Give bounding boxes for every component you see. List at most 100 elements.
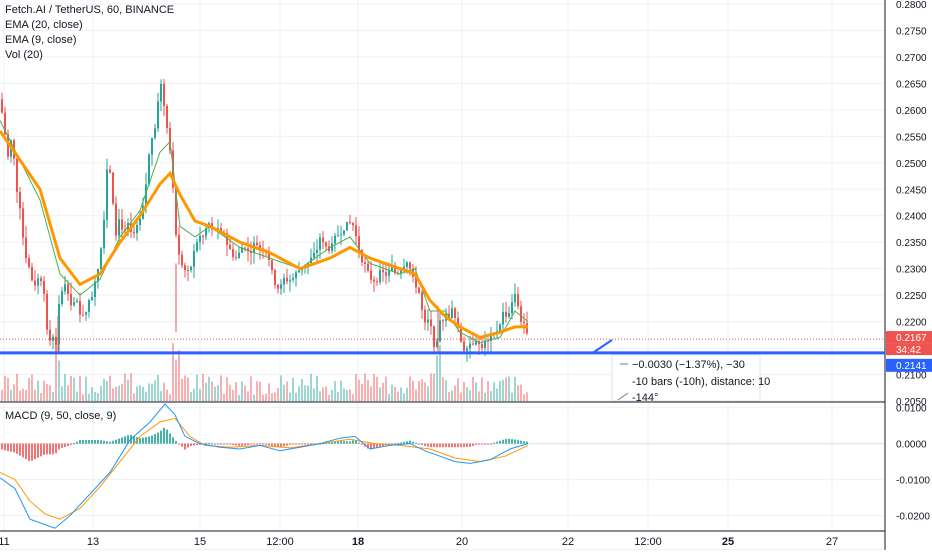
measure-bars: -10 bars (-10h), distance: 10 <box>632 376 771 388</box>
candle-body <box>4 112 6 135</box>
volume-bars <box>1 342 528 401</box>
candle-body <box>355 225 357 237</box>
macd-histogram-bar <box>307 443 309 445</box>
candle-body <box>394 266 396 274</box>
macd-histogram-bar <box>310 443 312 445</box>
macd-histogram-bar <box>79 440 81 444</box>
candle-body <box>40 278 42 282</box>
candle-body <box>502 311 504 325</box>
candle-body <box>139 218 141 225</box>
macd-histogram-bar <box>343 441 345 444</box>
candle-body <box>523 321 525 324</box>
volume-bar <box>205 382 207 401</box>
volume-bar <box>136 386 138 401</box>
volume-bar <box>247 391 249 401</box>
candle-body <box>331 243 333 251</box>
macd-histogram-bar <box>103 440 105 444</box>
macd-histogram-bar <box>100 440 102 444</box>
ema20-legend[interactable]: EMA (20, close) <box>5 19 83 31</box>
volume-bar <box>1 389 3 401</box>
volume-bar <box>160 391 162 401</box>
candle-body <box>382 269 384 273</box>
volume-bar <box>31 374 33 401</box>
time-tick-label: 15 <box>194 536 206 548</box>
candle-body <box>64 284 66 292</box>
volume-bar <box>484 392 486 401</box>
macd-histogram-bar <box>454 443 456 448</box>
ema9-legend[interactable]: EMA (9, close) <box>5 34 77 46</box>
macd-histogram-bar <box>361 443 363 445</box>
volume-bar <box>214 386 216 401</box>
candle-body <box>325 242 327 247</box>
volume-bar <box>211 381 213 401</box>
candle-body <box>244 247 246 249</box>
candle-body <box>319 237 321 250</box>
macd-histogram-bar <box>259 443 261 445</box>
level-badge <box>886 358 932 372</box>
macd-histogram-bar <box>424 443 426 446</box>
macd-histogram-bar <box>97 440 99 444</box>
macd-tick-label: 0.0100 <box>896 404 927 415</box>
volume-bar <box>487 380 489 401</box>
macd-legend[interactable]: MACD (9, 50, close, 9) <box>5 410 117 422</box>
macd-histogram-bar <box>370 443 372 450</box>
volume-bar <box>76 391 78 401</box>
candle-body <box>22 208 24 238</box>
candle-body <box>121 219 123 230</box>
volume-bar <box>25 389 27 401</box>
macd-histogram-bar <box>457 443 459 448</box>
volume-bar <box>370 386 372 401</box>
candle-body <box>277 284 279 289</box>
macd-histogram-bar <box>16 443 18 454</box>
volume-bar <box>511 392 513 401</box>
volume-bar <box>91 387 93 401</box>
volume-bar <box>238 394 240 401</box>
macd-histogram-bar <box>286 443 288 446</box>
volume-bar <box>355 374 357 401</box>
grid <box>0 0 885 530</box>
macd-histogram-bar <box>118 438 120 444</box>
volume-bar <box>505 377 507 401</box>
candle-body <box>271 260 273 271</box>
volume-bar <box>49 385 51 401</box>
macd-histogram-bar <box>181 443 183 447</box>
candle-body <box>508 313 510 317</box>
candle-body <box>520 306 522 322</box>
macd-histogram-bar <box>466 443 468 447</box>
candle-body <box>295 272 297 278</box>
volume-bar <box>223 393 225 401</box>
volume-bar <box>253 394 255 401</box>
candle-body <box>298 270 300 273</box>
macd-histogram-bar <box>184 443 186 450</box>
measure-angle: -144° <box>632 392 659 404</box>
volume-bar <box>328 394 330 401</box>
candle-body <box>343 230 345 235</box>
macd-histogram-bar <box>1 443 3 450</box>
volume-legend[interactable]: Vol (20) <box>5 49 43 61</box>
candle-body <box>220 228 222 233</box>
macd-histogram-bar <box>448 443 450 448</box>
macd-histogram-bar <box>247 443 249 446</box>
candle-body <box>475 341 477 345</box>
macd-histogram-bar <box>178 443 180 445</box>
volume-bar <box>13 384 15 401</box>
volume-bar <box>481 377 483 401</box>
macd-histogram-bar <box>163 427 165 444</box>
volume-bar <box>142 386 144 401</box>
volume-bar <box>319 391 321 401</box>
macd-histogram-bar <box>367 443 369 449</box>
candle-body <box>484 340 486 349</box>
macd-histogram-bar <box>265 443 267 445</box>
symbol-title[interactable]: Fetch.AI / TetherUS, 60, BINANCE <box>5 4 175 16</box>
volume-bar <box>268 383 270 401</box>
volume-bar <box>34 389 36 401</box>
volume-bar <box>514 376 516 401</box>
candle-body <box>388 270 390 276</box>
macd-histogram-bar <box>121 437 123 444</box>
ema-lines <box>0 120 529 344</box>
macd-histogram-bar <box>487 443 489 445</box>
candle-body <box>439 320 441 342</box>
time-tick-label: 13 <box>87 536 99 548</box>
